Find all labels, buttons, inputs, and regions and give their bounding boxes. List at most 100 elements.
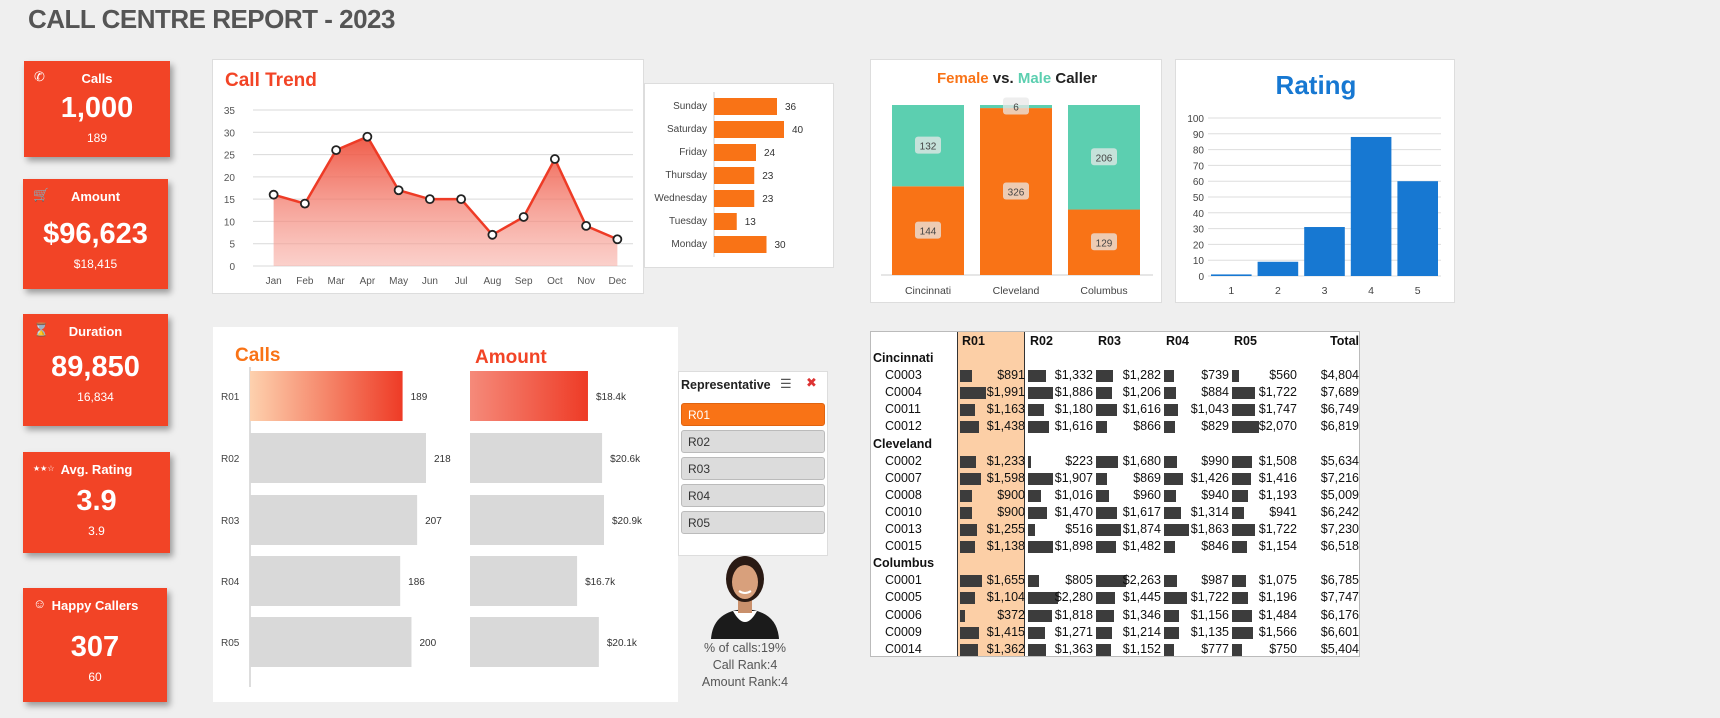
- table-cell: $1,655: [986, 573, 1025, 588]
- data-bar: [1028, 370, 1046, 383]
- table-cell: $1,722: [1258, 522, 1297, 536]
- data-bar: [1028, 387, 1053, 400]
- data-bar: [1164, 404, 1178, 417]
- amount-panel-title: Amount: [475, 347, 547, 368]
- slicer-item-r04[interactable]: R04: [681, 484, 825, 507]
- slicer-item-r05[interactable]: R05: [681, 511, 825, 534]
- table-cell: $1,156: [1190, 607, 1229, 622]
- data-bar: [1164, 541, 1175, 554]
- table-cell: $891: [997, 368, 1025, 383]
- table-cell: $6,749: [1320, 402, 1359, 417]
- table-cell: $560: [1269, 368, 1297, 383]
- data-bar: [1232, 643, 1242, 656]
- data-label: 24: [764, 148, 776, 159]
- data-bar: [1232, 524, 1255, 536]
- y-tick-label: 5: [229, 240, 235, 251]
- table-cell: $5,634: [1320, 453, 1359, 468]
- table-cell: $940: [1201, 487, 1229, 502]
- call-trend-chart: 0 5 10 15 20 25 30 35 Jan Feb Mar Apr May Jun Jul Aug Se…: [224, 106, 633, 287]
- amount-bar: [470, 433, 603, 483]
- data-bar: [1164, 524, 1189, 536]
- table-cell: $1,138: [986, 539, 1025, 554]
- row-label: C0002: [885, 453, 922, 468]
- card-sub: 3.9: [88, 524, 105, 538]
- table-cell: $1,363: [1054, 641, 1093, 656]
- table-cell: $1,482: [1122, 539, 1161, 554]
- data-bar: [1232, 489, 1248, 502]
- table-cell: $1,598: [986, 470, 1025, 485]
- group-header: Columbus: [873, 556, 935, 571]
- table-cell: $1,346: [1122, 607, 1161, 622]
- amount-bar: [470, 371, 588, 421]
- data-bar: [960, 626, 979, 639]
- multi-select-icon[interactable]: ☰: [780, 376, 792, 391]
- y-tick-label: R04: [221, 577, 240, 588]
- data-bar: [1232, 421, 1259, 434]
- data-bar: [1232, 541, 1247, 554]
- data-label: 23: [762, 171, 774, 182]
- data-bar: [1096, 524, 1121, 536]
- label-box: [1091, 148, 1117, 166]
- column-header: Total: [1330, 334, 1359, 348]
- rating-bar: [1350, 136, 1392, 276]
- table-cell: $941: [1269, 504, 1297, 519]
- call-trend-title: Call Trend: [225, 70, 317, 91]
- female-word: Female: [936, 70, 989, 87]
- phone-icon: ✆: [34, 69, 45, 84]
- card-value: 89,850: [51, 351, 140, 383]
- label-box: [1003, 182, 1029, 200]
- table-cell: $6,819: [1320, 419, 1359, 434]
- row-label: C0014: [885, 641, 922, 656]
- table-cell: $777: [1201, 641, 1229, 656]
- rep-bars-chart: R01 189 $18.4k R02 218 $20.6k R03 207 $20.9k R04 1…: [221, 367, 643, 687]
- slicer-item-r01[interactable]: R01: [681, 403, 825, 426]
- table-cell: $990: [1201, 453, 1229, 468]
- slicer-item-r02[interactable]: R02: [681, 430, 825, 453]
- data-bar: [1232, 387, 1255, 400]
- amount-card: 🛒 Amount $96,623 $18,415: [23, 179, 168, 289]
- row-label: C0004: [885, 385, 922, 400]
- data-bar: [960, 575, 982, 588]
- data-bar: [1164, 472, 1183, 485]
- data-bar: [1164, 609, 1179, 622]
- y-tick-label: 35: [224, 106, 236, 117]
- y-tick-label: R02: [221, 454, 240, 465]
- card-value: 307: [70, 631, 120, 663]
- slicer-item-r03[interactable]: R03: [681, 457, 825, 480]
- trend-point: [362, 131, 373, 142]
- data-label: 129: [1096, 238, 1113, 249]
- table-cell: $1,616: [1122, 402, 1161, 417]
- smiley-icon: ☺: [33, 596, 47, 611]
- clear-filter-icon[interactable]: ✖: [806, 375, 817, 390]
- table-cell: $1,206: [1122, 385, 1161, 400]
- column-header: R01: [962, 334, 985, 348]
- y-tick-label: R01: [221, 392, 240, 403]
- data-bar: [960, 506, 972, 519]
- data-bar: [1028, 506, 1047, 519]
- label-box: [915, 136, 941, 154]
- column-header: R04: [1166, 334, 1189, 348]
- table-cell: $739: [1201, 368, 1229, 383]
- data-bar: [960, 370, 972, 383]
- trend-point: [331, 145, 342, 156]
- table-cell: $1,152: [1122, 641, 1161, 656]
- table-cell: $1,255: [986, 522, 1025, 536]
- hourglass-icon: ⌛: [33, 322, 50, 337]
- x-tick-label: Jun: [422, 276, 438, 287]
- y-tick-label: 10: [224, 217, 236, 228]
- calls-card: ✆ Calls 1,000 189: [24, 61, 170, 157]
- data-bar: [1232, 609, 1252, 622]
- table-cell: $1,874: [1122, 522, 1161, 536]
- row-label: C0008: [885, 487, 922, 502]
- table-cell: $6,242: [1320, 504, 1359, 519]
- data-bar: [1096, 575, 1126, 588]
- y-tick-label: 30: [224, 128, 236, 139]
- x-tick-label: 2: [1275, 285, 1281, 297]
- card-sub: $18,415: [73, 257, 118, 271]
- data-bar: [1232, 472, 1251, 485]
- label-box: [1003, 97, 1029, 115]
- row-label: C0003: [885, 368, 922, 383]
- data-bar: [960, 592, 975, 605]
- table-cell: $4,804: [1320, 368, 1359, 383]
- table-cell: $1,180: [1054, 402, 1093, 417]
